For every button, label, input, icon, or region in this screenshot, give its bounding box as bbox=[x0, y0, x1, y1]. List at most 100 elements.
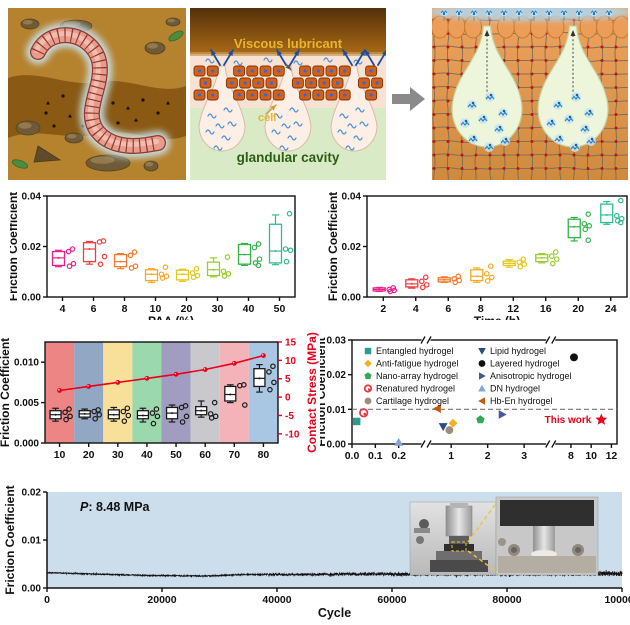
svg-text:This work: This work bbox=[545, 415, 592, 426]
svg-text:80: 80 bbox=[258, 449, 270, 461]
pressure-annotation-value: : 8.48 MPa bbox=[88, 500, 150, 514]
svg-text:24: 24 bbox=[605, 303, 617, 315]
svg-text:60: 60 bbox=[199, 449, 211, 461]
svg-text:0.04: 0.04 bbox=[342, 192, 362, 203]
svg-text:4: 4 bbox=[413, 303, 419, 315]
svg-text:PAA (%): PAA (%) bbox=[148, 314, 194, 320]
svg-text:0.00: 0.00 bbox=[342, 293, 362, 304]
svg-text:6: 6 bbox=[91, 303, 97, 315]
svg-text:30: 30 bbox=[112, 449, 124, 461]
svg-text:-5: -5 bbox=[285, 411, 294, 422]
svg-text:Lipid hydrogel: Lipid hydrogel bbox=[490, 346, 546, 356]
tribometer-photo-inset bbox=[409, 496, 599, 576]
svg-text:5: 5 bbox=[285, 374, 291, 385]
svg-text:80000: 80000 bbox=[492, 594, 521, 606]
cycle-friction-chart: 0.00 0.01 0.02 Friction Coefficient 0 20000 40… bbox=[3, 485, 630, 620]
svg-text:8: 8 bbox=[568, 450, 574, 462]
svg-text:100000: 100000 bbox=[604, 594, 630, 606]
svg-text:0: 0 bbox=[285, 393, 291, 404]
label-glandular-cavity: glandular cavity bbox=[236, 150, 340, 165]
svg-text:Anisotropic hydrogel: Anisotropic hydrogel bbox=[490, 371, 572, 381]
chart-time-panel: 0.00 0.02 0.04 Friction Coefficient 2 4 6 8 12 16… bbox=[320, 185, 630, 320]
svg-text:0.00: 0.00 bbox=[22, 293, 42, 304]
svg-text:Cartilage hydrogel: Cartilage hydrogel bbox=[376, 396, 449, 406]
label-viscous-lubricant: Viscous lubricant bbox=[233, 36, 343, 51]
svg-text:Contact Stress (MPa): Contact Stress (MPa) bbox=[305, 332, 319, 453]
svg-text:0.03: 0.03 bbox=[327, 336, 347, 347]
svg-text:12: 12 bbox=[507, 303, 519, 315]
svg-text:50: 50 bbox=[170, 449, 182, 461]
svg-text:30: 30 bbox=[212, 303, 224, 315]
svg-text:Load (N): Load (N) bbox=[137, 460, 186, 462]
svg-text:20: 20 bbox=[572, 303, 584, 315]
svg-text:2: 2 bbox=[380, 303, 386, 315]
svg-text:50: 50 bbox=[274, 303, 286, 315]
right-arrow-icon bbox=[392, 87, 425, 111]
svg-text:40: 40 bbox=[141, 449, 153, 461]
svg-text:15: 15 bbox=[285, 338, 297, 349]
svg-text:Time (h): Time (h) bbox=[474, 314, 520, 320]
svg-text:20: 20 bbox=[181, 303, 193, 315]
svg-text:8: 8 bbox=[478, 303, 484, 315]
svg-text:Friction Coefficient: Friction Coefficient bbox=[3, 485, 17, 594]
panel-gland-schematic bbox=[190, 8, 386, 180]
glandular-cavity-schematic bbox=[190, 8, 386, 180]
svg-text:0.005: 0.005 bbox=[14, 398, 39, 409]
svg-text:Nano-array hydrogel: Nano-array hydrogel bbox=[376, 371, 458, 381]
svg-text:2: 2 bbox=[485, 450, 491, 462]
svg-text:Friction Coefficient: Friction Coefficient bbox=[0, 338, 12, 447]
svg-text:10: 10 bbox=[585, 450, 597, 462]
svg-text:0.01: 0.01 bbox=[22, 536, 42, 547]
svg-text:Friction Coefficient: Friction Coefficient bbox=[10, 192, 20, 301]
svg-text:Friction Coefficient: Friction Coefficient bbox=[320, 337, 328, 446]
chart-pressure-panel: 0.00 0.01 0.02 0.03 Friction Coefficient 0.0 0… bbox=[320, 320, 630, 462]
svg-text:0: 0 bbox=[44, 594, 50, 606]
svg-text:20: 20 bbox=[83, 449, 95, 461]
svg-text:10: 10 bbox=[285, 356, 297, 367]
label-cell: cell bbox=[258, 112, 277, 124]
earthworm-in-soil-drawing bbox=[8, 8, 186, 180]
svg-text:Friction Coefficient: Friction Coefficient bbox=[326, 192, 340, 301]
chart-load-panel: 0.000 0.005 0.010 Friction Coefficient 10 20 3… bbox=[0, 320, 320, 462]
panel-earthworm-illustration bbox=[8, 8, 186, 180]
svg-text:0.00: 0.00 bbox=[327, 440, 347, 451]
arrow-icon bbox=[392, 86, 426, 112]
svg-text:DN hydrogel: DN hydrogel bbox=[490, 384, 540, 394]
svg-text:-10: -10 bbox=[285, 429, 300, 440]
svg-text:0.01: 0.01 bbox=[327, 405, 347, 416]
svg-text:70: 70 bbox=[228, 449, 240, 461]
svg-text:0.1: 0.1 bbox=[368, 450, 383, 462]
svg-text:4: 4 bbox=[60, 303, 66, 315]
pressure-annotation: P: 8.48 MPa bbox=[80, 500, 149, 514]
svg-text:Renatured hydrogel: Renatured hydrogel bbox=[376, 384, 455, 394]
svg-text:3: 3 bbox=[521, 450, 527, 462]
svg-text:0.02: 0.02 bbox=[22, 488, 42, 499]
svg-text:0.010: 0.010 bbox=[14, 358, 39, 369]
svg-text:Layered hydrogel: Layered hydrogel bbox=[490, 359, 560, 369]
svg-text:0.2: 0.2 bbox=[391, 450, 406, 462]
svg-text:0.00: 0.00 bbox=[22, 584, 42, 595]
svg-text:Cycle: Cycle bbox=[318, 606, 351, 620]
panel-network-schematic bbox=[432, 8, 628, 180]
pressure-annotation-p: P bbox=[80, 500, 89, 514]
svg-text:6: 6 bbox=[445, 303, 451, 315]
svg-text:0.02: 0.02 bbox=[327, 370, 347, 381]
svg-text:0.0: 0.0 bbox=[345, 450, 360, 462]
svg-text:20000: 20000 bbox=[147, 594, 176, 606]
svg-text:0.000: 0.000 bbox=[14, 439, 39, 450]
svg-text:12: 12 bbox=[606, 450, 618, 462]
svg-text:10: 10 bbox=[150, 303, 162, 315]
svg-text:0.02: 0.02 bbox=[22, 242, 42, 253]
svg-text:1: 1 bbox=[448, 450, 454, 462]
svg-text:60000: 60000 bbox=[377, 594, 406, 606]
chart-paa-panel: 0.00 0.02 0.04 Friction Coefficient 4 6 8 10 20 3… bbox=[10, 185, 310, 320]
svg-text:16: 16 bbox=[540, 303, 552, 315]
svg-text:Entangled hydrogel: Entangled hydrogel bbox=[376, 346, 454, 356]
svg-text:40000: 40000 bbox=[262, 594, 291, 606]
svg-text:8: 8 bbox=[122, 303, 128, 315]
